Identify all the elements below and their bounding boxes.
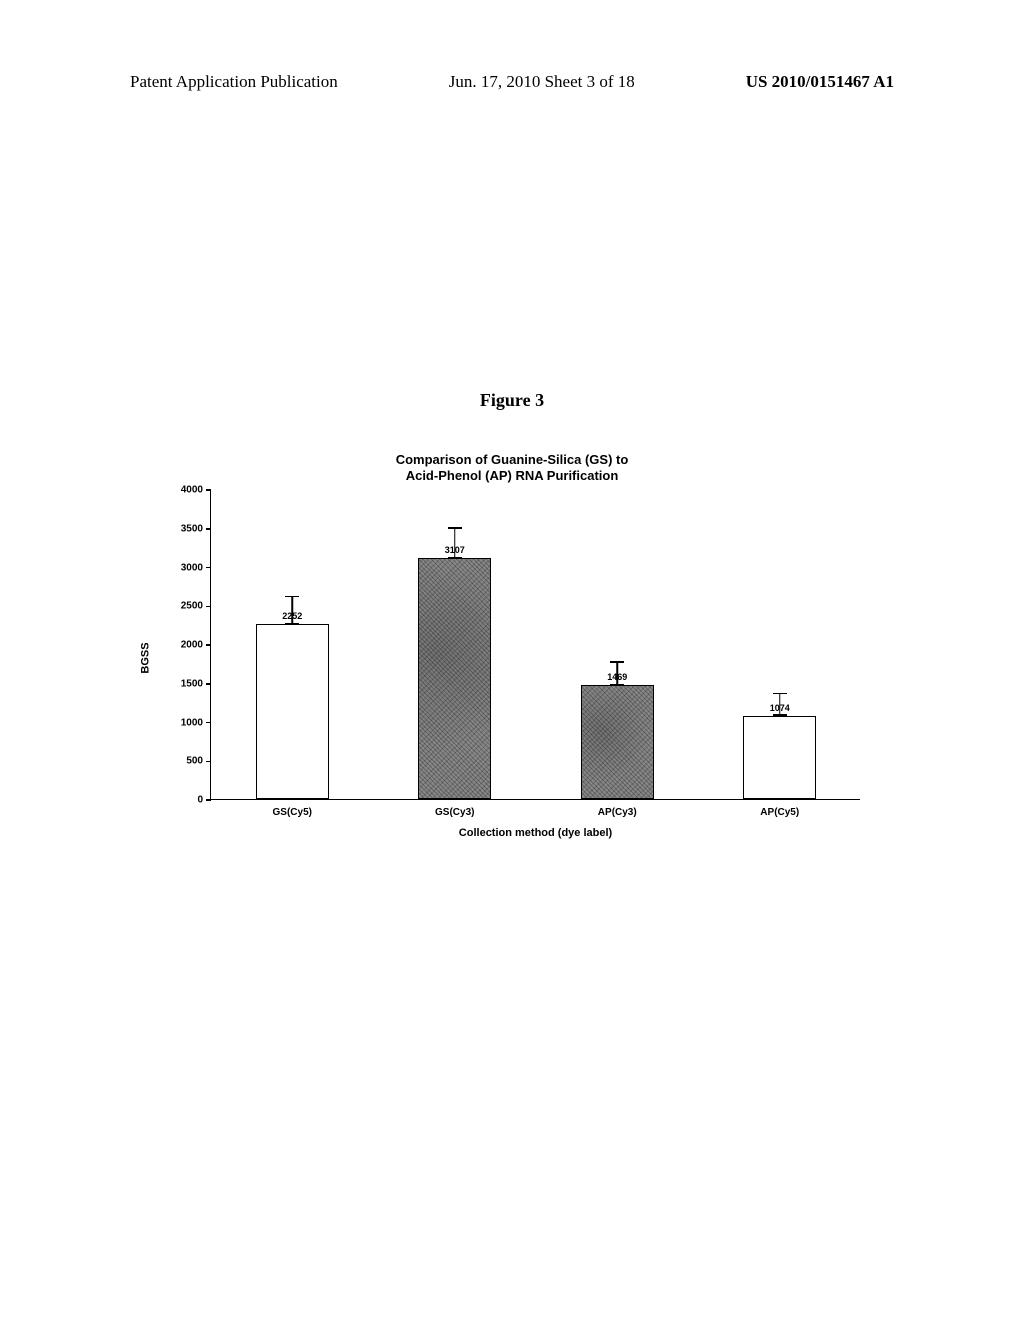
header-right: US 2010/0151467 A1	[746, 72, 894, 92]
x-tick-label: GS(Cy3)	[435, 807, 474, 818]
y-tick-label: 4000	[181, 485, 203, 496]
chart-title: Comparison of Guanine-Silica (GS) to Aci…	[0, 452, 1024, 483]
bar-value-label: 1074	[770, 703, 790, 713]
y-tick	[206, 567, 211, 569]
x-tick-label: GS(Cy5)	[273, 807, 312, 818]
bar: 1469	[581, 685, 654, 799]
figure-label: Figure 3	[0, 390, 1024, 411]
x-axis-label: Collection method (dye label)	[459, 827, 612, 839]
y-tick-label: 1000	[181, 717, 203, 728]
error-cap	[610, 684, 624, 686]
error-cap	[285, 596, 299, 598]
bar: 1074	[743, 716, 816, 799]
bar: 2252	[256, 624, 329, 799]
y-tick	[206, 683, 211, 685]
error-cap	[448, 527, 462, 529]
plot-area: Collection method (dye label) 0500100015…	[210, 490, 860, 800]
y-tick-label: 1500	[181, 678, 203, 689]
bar-value-label: 3107	[445, 545, 465, 555]
y-tick-label: 3000	[181, 562, 203, 573]
page-header: Patent Application Publication Jun. 17, …	[130, 72, 894, 92]
y-tick-label: 2000	[181, 640, 203, 651]
chart-title-line2: Acid-Phenol (AP) RNA Purification	[0, 468, 1024, 484]
bar-value-label: 2252	[282, 611, 302, 621]
y-tick	[206, 606, 211, 608]
error-cap	[448, 557, 462, 559]
x-tick-label: AP(Cy3)	[598, 807, 637, 818]
x-tick-label: AP(Cy5)	[760, 807, 799, 818]
y-tick	[206, 722, 211, 724]
y-tick	[206, 528, 211, 530]
bar: 3107	[418, 558, 491, 799]
y-tick	[206, 799, 211, 801]
header-center: Jun. 17, 2010 Sheet 3 of 18	[449, 72, 635, 92]
y-tick	[206, 489, 211, 491]
chart-title-line1: Comparison of Guanine-Silica (GS) to	[0, 452, 1024, 468]
header-left: Patent Application Publication	[130, 72, 338, 92]
y-tick-label: 2500	[181, 601, 203, 612]
y-tick	[206, 761, 211, 763]
error-cap	[773, 693, 787, 695]
bar-value-label: 1469	[607, 672, 627, 682]
y-tick-label: 3500	[181, 523, 203, 534]
error-cap	[610, 661, 624, 663]
y-axis-label: BGSS	[140, 642, 152, 673]
y-tick-label: 500	[186, 756, 203, 767]
y-tick	[206, 644, 211, 646]
error-cap	[773, 714, 787, 716]
y-tick-label: 0	[197, 795, 203, 806]
error-cap	[285, 623, 299, 625]
chart-container: BGSS Collection method (dye label) 05001…	[180, 490, 860, 825]
